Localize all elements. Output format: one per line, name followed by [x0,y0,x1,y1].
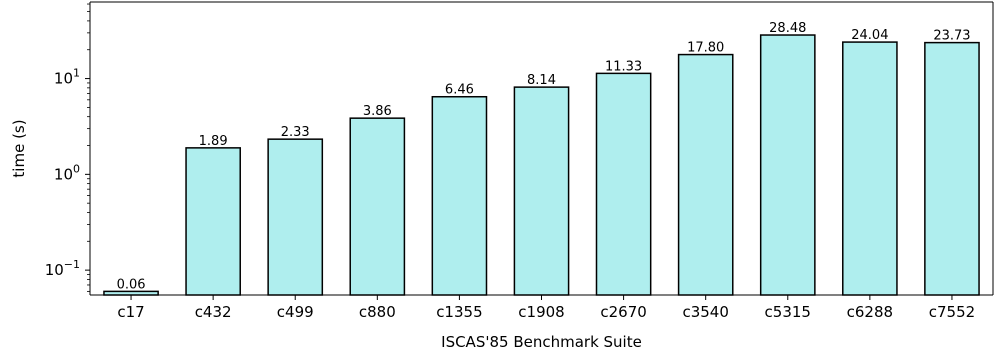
x-tick-label: c1908 [518,303,564,321]
bar-value-label: 24.04 [851,28,888,43]
bar-value-label: 17.80 [687,41,724,56]
bar-c499 [267,138,324,296]
x-tick-label: c5315 [765,303,811,321]
bar-value-label: 2.33 [281,125,310,140]
bars-group [103,34,980,296]
y-tick-label: 100 [54,162,80,183]
bar-value-label: 11.33 [605,59,642,74]
x-tick-label: c880 [359,303,396,321]
x-tick-label: c6288 [847,303,893,321]
bar-c880 [349,117,406,296]
bar-value-label: 23.73 [933,29,970,44]
bar-value-label: 8.14 [527,73,556,88]
bar-c3540 [677,53,734,296]
bar-value-label: 3.86 [363,104,392,119]
y-axis-label: time (s) [10,119,28,177]
x-axis-ticks: c17 c432 c499 c880 c1355 c1908 c2670 c3540 c5315… [117,295,975,321]
x-tick-label: c7552 [929,303,975,321]
bar-value-labels: 0.06 1.89 2.33 3.86 6.46 8.14 11.33 17.80 28.48 2… [117,21,971,292]
x-tick-label: c432 [195,303,232,321]
bar-value-label: 6.46 [445,83,474,98]
x-tick-label: c3540 [682,303,728,321]
bar-c1355 [431,95,488,296]
bar-c5315 [759,34,816,296]
x-tick-label: c1355 [436,303,482,321]
x-axis-label: ISCAS'85 Benchmark Suite [441,333,642,351]
bar-c1908 [513,86,570,296]
bar-c6288 [842,41,898,296]
x-tick-label: c17 [117,303,144,321]
y-axis-ticks: 10−1 100 101 [45,3,90,292]
x-tick-label: c2670 [600,303,646,321]
bar-c432 [185,147,241,296]
x-tick-label: c499 [277,303,314,321]
y-tick-label: 101 [54,67,80,88]
y-tick-label: 10−1 [45,258,80,279]
bar-c2670 [595,72,652,296]
bar-value-label: 1.89 [199,134,228,149]
bar-c7552 [924,41,980,296]
bar-value-label: 28.48 [769,21,806,36]
bar-value-label: 0.06 [117,277,146,292]
